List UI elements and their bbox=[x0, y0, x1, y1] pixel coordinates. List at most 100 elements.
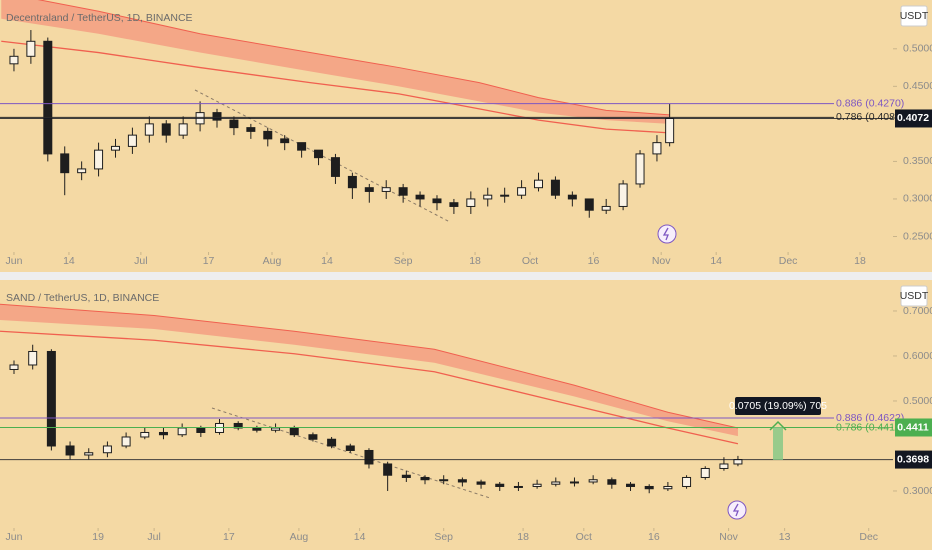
candle-body bbox=[569, 481, 579, 484]
candle-body bbox=[60, 153, 70, 174]
price-label: 0.4072 bbox=[897, 112, 929, 124]
candle-body bbox=[495, 483, 505, 487]
candle-body bbox=[665, 117, 675, 144]
candle-body bbox=[9, 364, 19, 370]
candle-body bbox=[719, 463, 729, 469]
candle-body bbox=[252, 427, 262, 431]
candle-body bbox=[144, 123, 154, 136]
candle-body bbox=[682, 476, 692, 487]
price-label: 0.4411 bbox=[897, 421, 929, 433]
x-tick-label: Aug bbox=[290, 531, 309, 543]
x-tick-label: Sep bbox=[394, 255, 413, 267]
currency-label: USDT bbox=[900, 10, 929, 22]
candle-body bbox=[439, 479, 449, 482]
candle-body bbox=[733, 459, 743, 465]
x-tick-label: 19 bbox=[92, 531, 104, 543]
candle-body bbox=[280, 138, 290, 144]
candle-body bbox=[398, 187, 408, 196]
candle-body bbox=[330, 157, 340, 177]
x-tick-label: 14 bbox=[354, 531, 366, 543]
currency-box bbox=[900, 285, 928, 307]
y-tick-label: 0.2500 bbox=[903, 230, 932, 242]
x-tick-label: Oct bbox=[576, 531, 592, 543]
event-icon[interactable] bbox=[727, 500, 747, 520]
fib-label-bg bbox=[834, 97, 892, 110]
candle-body bbox=[263, 130, 273, 140]
candle-body bbox=[532, 483, 542, 487]
y-tick-label: 0.3000 bbox=[903, 485, 932, 497]
currency-box bbox=[900, 5, 928, 27]
candle-body bbox=[289, 427, 299, 436]
measure-arrow-head bbox=[769, 420, 787, 431]
candle-body bbox=[9, 55, 19, 65]
measure-box bbox=[735, 397, 821, 415]
candle-body bbox=[65, 445, 75, 456]
x-tick-label: Sep bbox=[434, 531, 453, 543]
candle-body bbox=[483, 194, 493, 200]
ma-line bbox=[1, 40, 670, 134]
x-tick-label: Jul bbox=[147, 531, 160, 543]
ma-ribbon-edge bbox=[37, 0, 670, 116]
candle-body bbox=[517, 187, 527, 196]
x-tick-label: Nov bbox=[719, 531, 738, 543]
x-tick-label: Dec bbox=[779, 255, 798, 267]
candle-body bbox=[212, 112, 222, 121]
y-tick-label: 0.4500 bbox=[903, 80, 932, 92]
pane-separator bbox=[0, 272, 932, 280]
x-tick-label: Nov bbox=[652, 255, 671, 267]
candle-body bbox=[161, 123, 171, 136]
x-tick-label: 14 bbox=[63, 255, 75, 267]
price-label: 0.3698 bbox=[897, 453, 929, 465]
y-tick-label: 0.5000 bbox=[903, 43, 932, 55]
candle-body bbox=[601, 205, 611, 211]
price-label-bg bbox=[895, 418, 932, 437]
candle-body bbox=[534, 179, 544, 189]
price-label-bg bbox=[895, 109, 932, 128]
event-icon-bolt bbox=[662, 227, 669, 241]
candle-body bbox=[178, 123, 188, 136]
fib-label-bg bbox=[834, 111, 892, 124]
measure-label: 0.0705 (19.09%) 705 bbox=[729, 400, 827, 412]
fib-label: 0.886 (0.4622) bbox=[836, 412, 904, 424]
candle-body bbox=[432, 198, 442, 204]
x-tick-label: 17 bbox=[203, 255, 215, 267]
y-tick-label: 0.3500 bbox=[903, 155, 932, 167]
candle-body bbox=[588, 479, 598, 483]
currency-label: USDT bbox=[900, 290, 929, 302]
event-icon[interactable] bbox=[657, 224, 677, 244]
x-tick-label: 14 bbox=[321, 255, 333, 267]
candle-body bbox=[618, 183, 628, 207]
event-icon-bolt bbox=[732, 503, 739, 517]
candle-body bbox=[420, 476, 430, 481]
candle-body bbox=[26, 40, 36, 57]
y-tick-label: 0.6000 bbox=[903, 350, 932, 362]
candle-body bbox=[102, 445, 112, 454]
candle-body bbox=[297, 142, 307, 151]
candle-body bbox=[140, 431, 150, 438]
ma-ribbon-edge bbox=[0, 303, 739, 429]
candle-body bbox=[635, 153, 645, 185]
x-tick-label: 14 bbox=[710, 255, 722, 267]
candle-body bbox=[94, 149, 104, 170]
candle-body bbox=[77, 168, 87, 174]
candle-body bbox=[229, 119, 239, 129]
y-tick-label: 0.7000 bbox=[903, 305, 932, 317]
candle-body bbox=[158, 431, 168, 436]
x-tick-label: Oct bbox=[522, 255, 538, 267]
candle-body bbox=[626, 483, 636, 487]
x-tick-label: Aug bbox=[263, 255, 282, 267]
candle-body bbox=[43, 40, 53, 155]
x-tick-label: 18 bbox=[469, 255, 481, 267]
candle-body bbox=[663, 485, 673, 490]
trend-line bbox=[211, 407, 491, 499]
candle-body bbox=[457, 479, 467, 483]
candle-body bbox=[607, 479, 617, 485]
candle-body bbox=[383, 463, 393, 476]
candle-body bbox=[449, 202, 459, 207]
candle-body bbox=[246, 127, 256, 132]
x-tick-label: 16 bbox=[588, 255, 600, 267]
candle-body bbox=[121, 436, 131, 447]
chart-title: Decentraland / TetherUS, 1D, BINANCE bbox=[6, 12, 193, 24]
